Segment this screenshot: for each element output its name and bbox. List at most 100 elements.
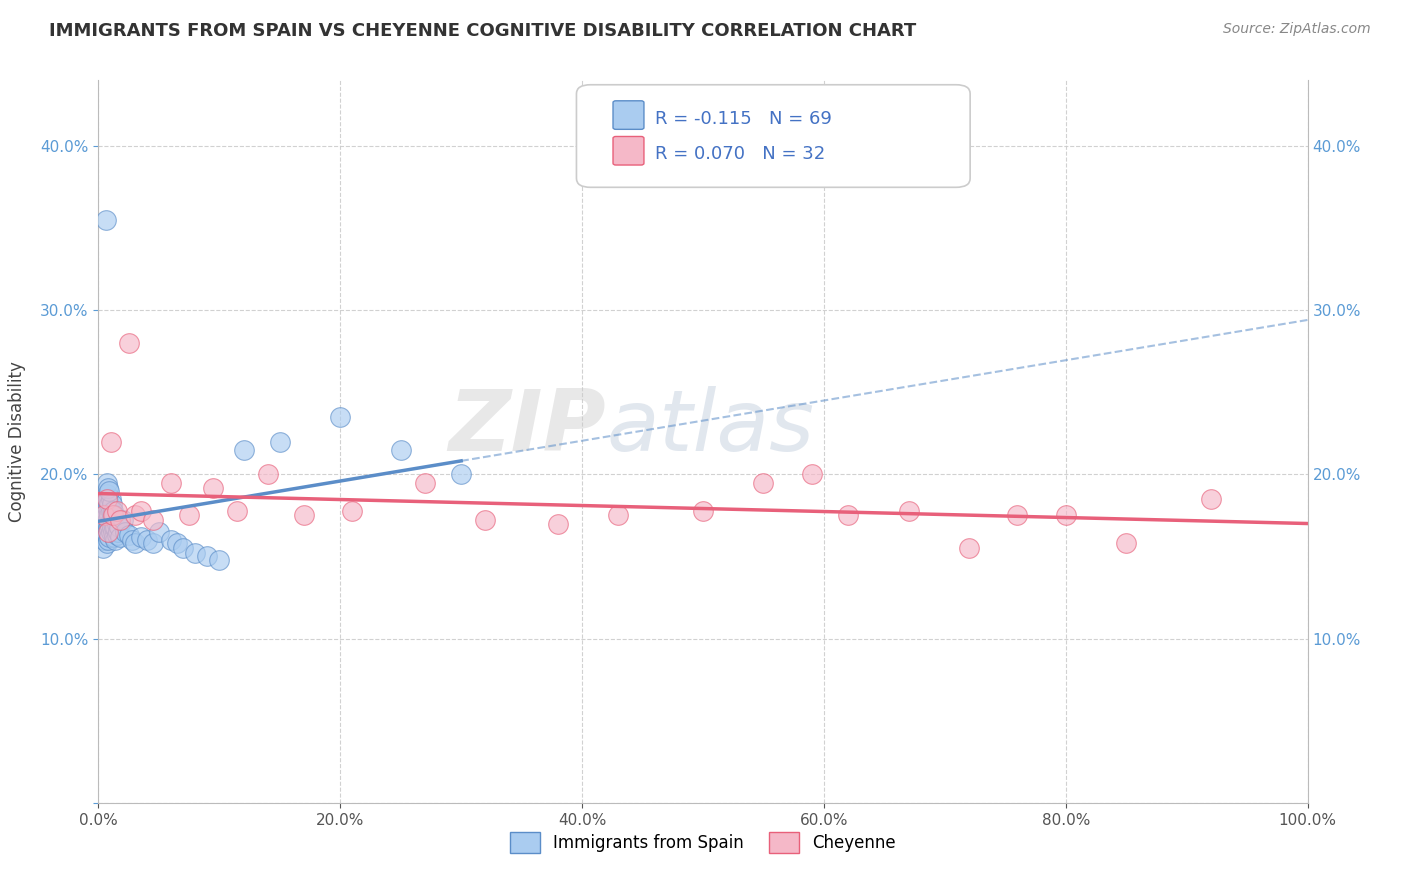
Point <box>96 475 118 490</box>
Text: IMMIGRANTS FROM SPAIN VS CHEYENNE COGNITIVE DISABILITY CORRELATION CHART: IMMIGRANTS FROM SPAIN VS CHEYENNE COGNIT… <box>49 22 917 40</box>
Point <box>104 520 127 534</box>
Point <box>97 520 120 534</box>
Point <box>897 503 920 517</box>
Point <box>957 541 980 556</box>
Point <box>342 503 364 517</box>
Point <box>93 508 115 523</box>
Point <box>94 513 117 527</box>
Text: Source: ZipAtlas.com: Source: ZipAtlas.com <box>1223 22 1371 37</box>
Point <box>142 536 165 550</box>
Point <box>107 524 129 539</box>
Point <box>101 503 124 517</box>
Point <box>118 336 141 351</box>
Point <box>97 481 120 495</box>
Point <box>108 520 131 534</box>
Point <box>160 475 183 490</box>
Text: atlas: atlas <box>606 385 814 468</box>
Point <box>837 508 859 523</box>
Point <box>98 508 121 523</box>
Point <box>94 524 117 539</box>
Point <box>114 524 136 539</box>
Point <box>752 475 775 490</box>
Point <box>142 513 165 527</box>
Point <box>101 508 124 523</box>
Point <box>195 549 218 564</box>
Legend: Immigrants from Spain, Cheyenne: Immigrants from Spain, Cheyenne <box>503 826 903 860</box>
Point <box>98 483 121 498</box>
Point <box>184 546 207 560</box>
Point <box>96 536 118 550</box>
Text: R = -0.115   N = 69: R = -0.115 N = 69 <box>655 110 832 128</box>
Point <box>91 516 114 531</box>
Point <box>148 524 170 539</box>
Point <box>93 500 115 515</box>
Point <box>105 528 128 542</box>
Point <box>474 513 496 527</box>
Point <box>93 533 115 547</box>
Point <box>93 516 115 531</box>
Point <box>208 553 231 567</box>
Point <box>413 475 436 490</box>
Point <box>121 533 143 547</box>
Point <box>96 516 118 531</box>
Point <box>118 528 141 542</box>
Point <box>692 503 714 517</box>
Point <box>98 530 121 544</box>
Point <box>166 536 188 550</box>
Point <box>232 442 254 457</box>
Point <box>547 516 569 531</box>
Point <box>105 503 128 517</box>
Point <box>105 516 128 531</box>
Point <box>202 481 225 495</box>
Point <box>1199 491 1222 506</box>
Point <box>172 541 194 556</box>
Point <box>269 434 291 449</box>
Point <box>292 508 315 523</box>
Point <box>97 491 120 506</box>
Point <box>135 533 157 547</box>
Point <box>179 508 201 523</box>
Point <box>103 520 125 534</box>
Point <box>96 500 118 515</box>
Point <box>100 491 122 506</box>
Point <box>1054 508 1077 523</box>
Point <box>96 528 118 542</box>
Point <box>389 442 412 457</box>
Point <box>103 508 125 523</box>
Point <box>100 503 122 517</box>
Point <box>256 467 278 482</box>
Point <box>94 212 117 227</box>
Point <box>108 513 131 527</box>
Point <box>91 508 114 523</box>
Point <box>800 467 823 482</box>
Point <box>124 508 146 523</box>
Point <box>94 491 117 506</box>
Point <box>104 533 127 547</box>
Point <box>607 508 630 523</box>
Point <box>96 487 118 501</box>
Point <box>96 491 118 506</box>
Point <box>329 409 352 424</box>
Point <box>450 467 472 482</box>
Point <box>111 513 134 527</box>
Point <box>103 530 125 544</box>
Y-axis label: Cognitive Disability: Cognitive Disability <box>8 361 27 522</box>
Point <box>129 503 152 517</box>
Point <box>96 508 118 523</box>
Point <box>98 516 121 531</box>
Point <box>97 512 120 526</box>
Point <box>94 503 117 517</box>
Point <box>100 520 122 534</box>
Point <box>226 503 249 517</box>
Point <box>100 497 122 511</box>
Point <box>101 524 124 539</box>
Point <box>100 508 122 523</box>
Point <box>129 530 152 544</box>
Point <box>100 524 122 539</box>
Point <box>100 434 122 449</box>
Point <box>108 530 131 544</box>
Point <box>98 497 121 511</box>
Point <box>1007 508 1029 523</box>
Point <box>97 500 120 515</box>
Point <box>91 541 114 556</box>
